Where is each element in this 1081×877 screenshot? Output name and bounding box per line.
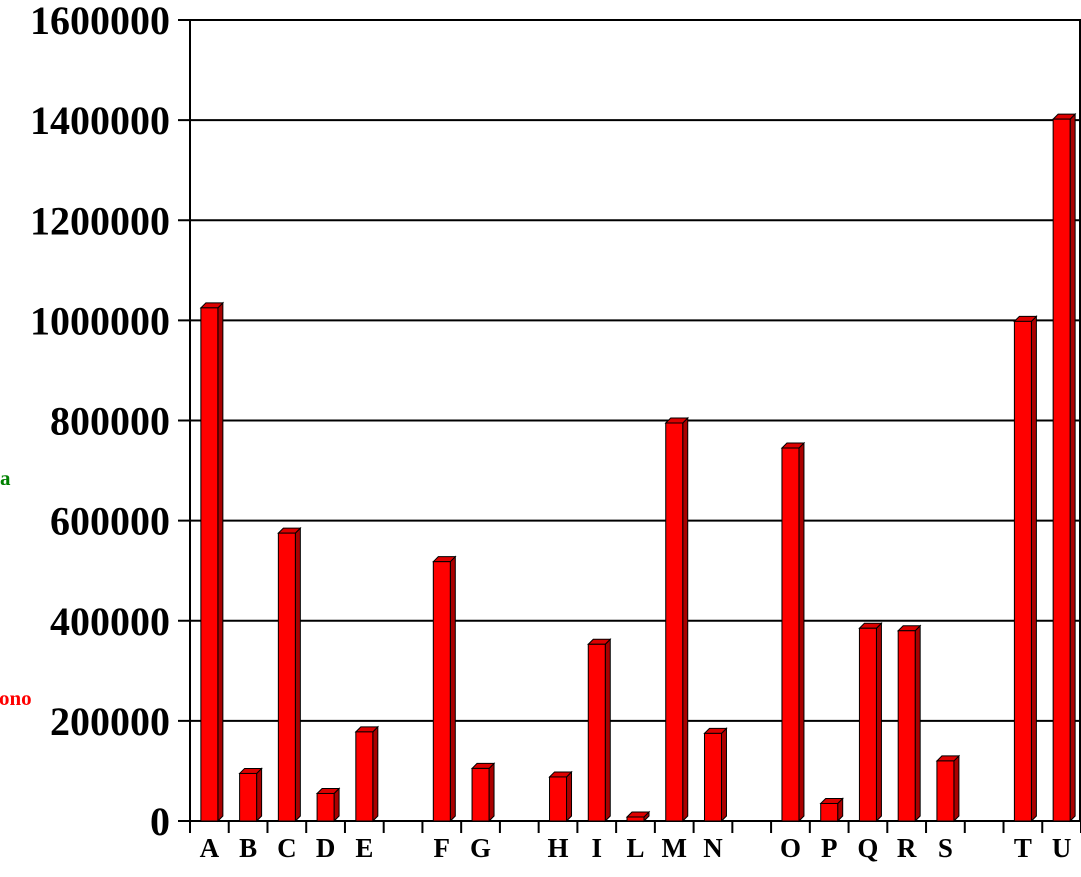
bar-side <box>1030 315 1037 823</box>
bar-front <box>432 561 451 822</box>
bar-side <box>488 762 495 823</box>
bar-front <box>277 532 296 822</box>
x-tick-label: L <box>626 833 644 863</box>
bar-side <box>914 624 921 823</box>
y-tick-label: 600000 <box>50 499 170 544</box>
bars <box>199 112 1077 823</box>
x-tick-label: N <box>703 833 723 863</box>
gridlines <box>190 19 1081 722</box>
bar-L <box>625 810 651 823</box>
bar-M <box>664 416 689 823</box>
x-tick-label: P <box>821 833 838 863</box>
bar-side <box>566 770 573 823</box>
bar-side <box>372 725 379 823</box>
x-tick-label: B <box>239 833 257 863</box>
bar-side <box>449 555 456 823</box>
bar-C <box>277 526 302 823</box>
bar-side <box>217 301 224 823</box>
bar-front <box>665 422 684 822</box>
bar-G <box>470 762 496 823</box>
side-label-green: a <box>0 466 11 490</box>
bar-front <box>626 816 645 822</box>
x-tick-label: F <box>434 833 451 863</box>
bar-front <box>355 731 374 822</box>
x-tick-label: C <box>277 833 297 863</box>
bar-front <box>549 776 568 822</box>
x-tick-label: M <box>661 833 686 863</box>
bar-O <box>780 441 806 823</box>
bar-B <box>238 767 263 823</box>
x-tick-label: O <box>780 833 801 863</box>
bar-front <box>820 802 839 822</box>
bar-N <box>703 727 728 823</box>
bar-R <box>896 624 922 823</box>
y-tick-labels: 0 200000 400000 600000 800000 1000000 1200000 1… <box>30 0 170 844</box>
bar-side <box>256 767 263 823</box>
bar-F <box>432 555 457 823</box>
x-tick-label: E <box>355 833 373 863</box>
bar-front <box>897 630 916 822</box>
x-tick-label: U <box>1052 833 1072 863</box>
bar-side <box>798 441 805 823</box>
bar-side <box>294 526 301 823</box>
y-tick-label: 0 <box>150 799 170 844</box>
bar-front <box>1052 118 1071 822</box>
x-tick-label: Q <box>857 833 878 863</box>
x-tick-label: G <box>470 833 491 863</box>
y-tick-label: 1400000 <box>30 98 170 143</box>
bar-P <box>819 797 844 823</box>
axes <box>178 19 1081 833</box>
bar-side <box>720 727 727 823</box>
y-tick-label: 800000 <box>50 399 170 444</box>
y-tick-label: 200000 <box>50 699 170 744</box>
x-tick-label: H <box>548 833 569 863</box>
bar-side <box>604 638 611 823</box>
bar-T <box>1013 315 1038 823</box>
bar-I <box>587 638 612 823</box>
y-tick-label: 400000 <box>50 599 170 644</box>
bar-side <box>1069 112 1076 823</box>
bar-front <box>1013 320 1032 822</box>
x-tick-label: A <box>200 833 220 863</box>
bar-E <box>354 725 380 823</box>
x-tick-label: R <box>897 833 917 863</box>
bar-D <box>315 787 341 823</box>
bar-side <box>875 622 882 823</box>
bar-side <box>953 754 960 823</box>
y-tick-label: 1200000 <box>30 198 170 243</box>
bar-front <box>239 772 258 822</box>
bar-S <box>935 754 961 823</box>
bar-Q <box>858 622 883 823</box>
bar-front <box>316 792 335 822</box>
x-tick-label: I <box>592 833 603 863</box>
bar-front <box>587 643 606 822</box>
bar-front <box>781 447 800 822</box>
y-tick-label: 1000000 <box>30 298 170 343</box>
bar-H <box>548 770 573 823</box>
bar-A <box>199 301 225 823</box>
bar-U <box>1051 112 1077 823</box>
bar-front <box>703 732 722 822</box>
bar-front <box>858 627 877 822</box>
x-tick-label: S <box>938 833 953 863</box>
bar-side <box>682 416 689 823</box>
bar-front <box>200 307 219 822</box>
side-label-red: ono <box>0 686 32 710</box>
x-tick-label: D <box>316 833 336 863</box>
x-tick-label: T <box>1014 833 1032 863</box>
bar-front <box>936 760 955 822</box>
bar-front <box>471 767 490 822</box>
y-tick-label: 1600000 <box>30 0 170 43</box>
